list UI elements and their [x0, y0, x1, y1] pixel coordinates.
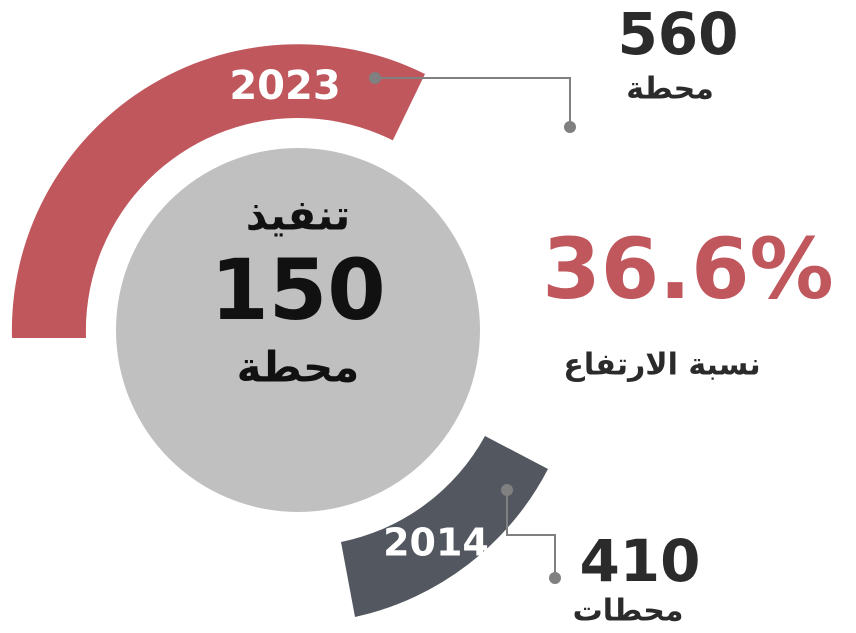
growth-label: نسبة الارتفاع [563, 348, 760, 383]
leader-2023 [375, 77, 571, 127]
center-disc [116, 148, 480, 512]
leader-dot [549, 572, 561, 584]
leader-dot [501, 484, 513, 496]
growth-value: 36.6% [542, 220, 833, 318]
leader-dot [564, 121, 576, 133]
arc-2023 [11, 44, 425, 339]
station-count: 560 [617, 0, 738, 68]
year-label: 2023 [229, 63, 340, 109]
station-unit: محطات [573, 594, 684, 629]
center-unit: محطة [237, 343, 360, 392]
center-value: 150 [210, 241, 385, 339]
station-unit: محطة [626, 72, 714, 107]
leader-dot [369, 72, 381, 84]
center-label: تنفيذ [246, 191, 351, 240]
arc-2014 [341, 436, 548, 617]
station-count: 410 [579, 527, 700, 595]
year-label: 2014 [383, 521, 489, 565]
leader-2014 [506, 490, 556, 578]
